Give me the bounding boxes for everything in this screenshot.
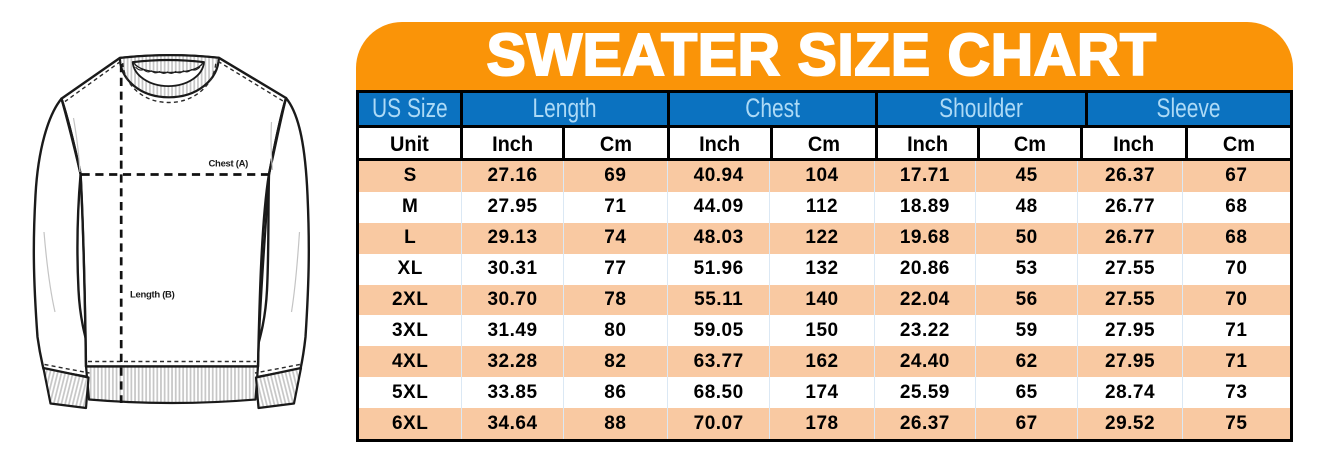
svg-text:Chest (A): Chest (A) (209, 159, 249, 170)
svg-text:Length (B): Length (B) (130, 290, 175, 301)
